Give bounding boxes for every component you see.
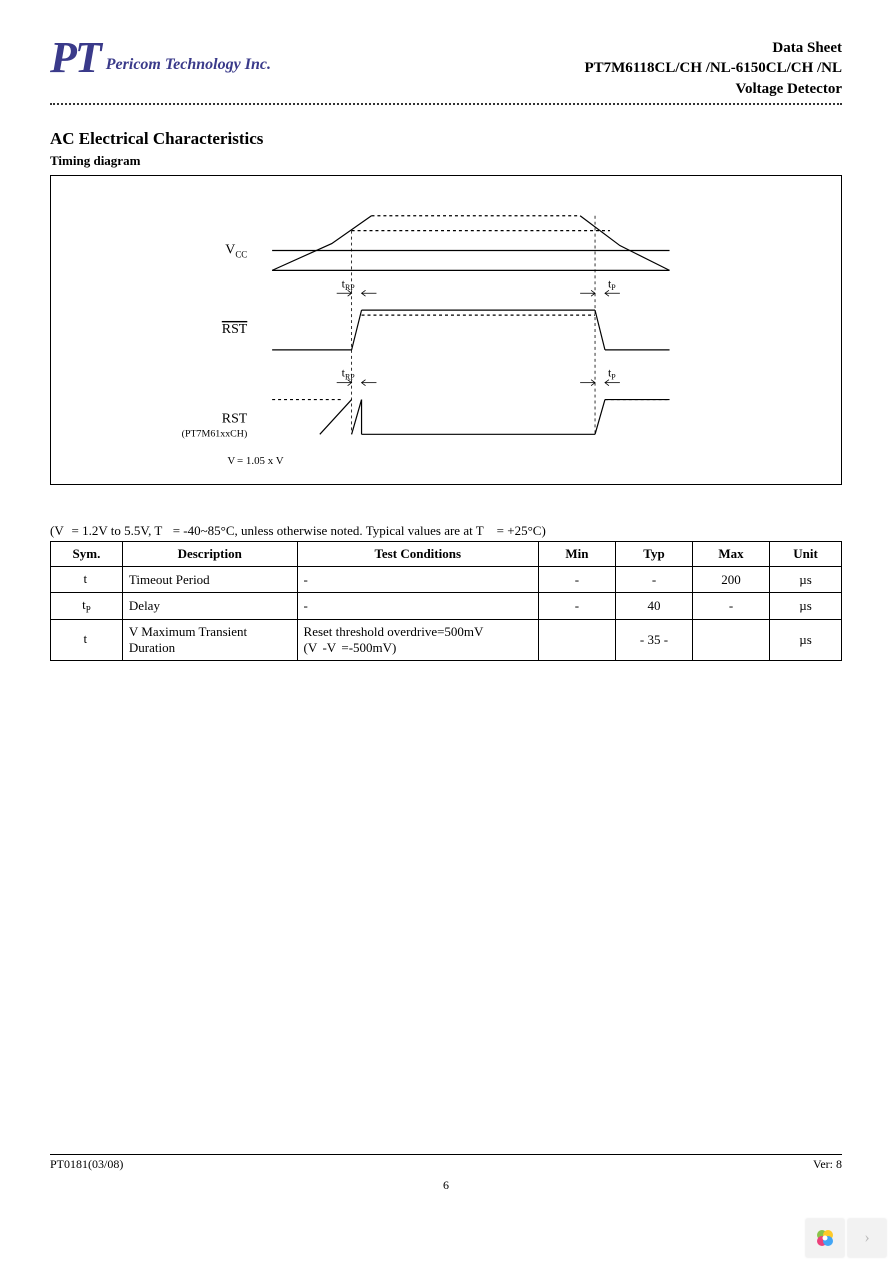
corner-widget: › (806, 1219, 886, 1257)
diagram-label-vcc: VCC (225, 242, 247, 259)
footer-left: PT0181(03/08) (50, 1157, 123, 1172)
cell-max: 200 (693, 566, 770, 593)
header-titles: Data Sheet PT7M6118CL/CH /NL-6150CL/CH /… (584, 38, 842, 99)
cell-typ: - (615, 566, 692, 593)
cell-typ: 40 (615, 593, 692, 620)
table-header-row: Sym. Description Test Conditions Min Typ… (51, 541, 842, 566)
th-unit: Unit (770, 541, 842, 566)
cell-typ: - 35 - (615, 619, 692, 660)
table-row: tPDelay--40-µs (51, 593, 842, 620)
diagram-label-tp-1: tP (608, 276, 616, 292)
chevron-right-icon: › (864, 1229, 869, 1247)
cell-desc: Timeout Period (122, 566, 297, 593)
subsection-title: Timing diagram (50, 153, 842, 169)
cell-min: - (538, 593, 615, 620)
table-row: t V Maximum Transient DurationReset thre… (51, 619, 842, 660)
cell-unit: µs (770, 566, 842, 593)
logo-company: Pericom Technology Inc. (106, 56, 271, 78)
table-row: t Timeout Period---200µs (51, 566, 842, 593)
th-cond: Test Conditions (297, 541, 538, 566)
diagram-label-rst-note: (PT7M61xxCH) (182, 428, 248, 439)
flower-icon[interactable] (806, 1219, 844, 1257)
th-sym: Sym. (51, 541, 123, 566)
cell-min: - (538, 566, 615, 593)
cell-unit: µs (770, 619, 842, 660)
th-min: Min (538, 541, 615, 566)
diagram-vdet-equation: V = 1.05 x V (227, 455, 283, 469)
cell-sym: t (51, 619, 123, 660)
diagram-label-rst-bar: RST (222, 322, 248, 337)
header-line-3: Voltage Detector (584, 79, 842, 99)
cell-cond: - (297, 566, 538, 593)
logo: PT Pericom Technology Inc. (50, 38, 271, 78)
page-header: PT Pericom Technology Inc. Data Sheet PT… (50, 38, 842, 105)
section-title: AC Electrical Characteristics (50, 129, 842, 149)
footer-right: Ver: 8 (813, 1157, 842, 1172)
diagram-label-rst: RST (222, 411, 248, 426)
cell-max (693, 619, 770, 660)
cell-sym: tP (51, 593, 123, 620)
diagram-label-trp-1: tRP (342, 276, 356, 292)
page-number: 6 (50, 1178, 842, 1193)
cell-desc: Delay (122, 593, 297, 620)
logo-initials: PT (50, 38, 100, 78)
diagram-label-tp-2: tP (608, 365, 616, 381)
cell-unit: µs (770, 593, 842, 620)
th-typ: Typ (615, 541, 692, 566)
cell-max: - (693, 593, 770, 620)
conditions-text: (V = 1.2V to 5.5V, T = -40~85°C, unless … (50, 523, 842, 539)
next-button[interactable]: › (848, 1219, 886, 1257)
page-footer: PT0181(03/08) Ver: 8 6 (50, 1154, 842, 1193)
timing-diagram-svg: VCC RST tRP (51, 176, 841, 484)
spec-table: Sym. Description Test Conditions Min Typ… (50, 541, 842, 661)
th-desc: Description (122, 541, 297, 566)
cell-cond: - (297, 593, 538, 620)
cell-min (538, 619, 615, 660)
header-line-1: Data Sheet (584, 38, 842, 58)
cell-cond: Reset threshold overdrive=500mV (V -V =-… (297, 619, 538, 660)
cell-desc: V Maximum Transient Duration (122, 619, 297, 660)
header-line-2: PT7M6118CL/CH /NL-6150CL/CH /NL (584, 58, 842, 78)
diagram-label-trp-2: tRP (342, 365, 356, 381)
cell-sym: t (51, 566, 123, 593)
timing-diagram: VCC RST tRP (50, 175, 842, 485)
th-max: Max (693, 541, 770, 566)
